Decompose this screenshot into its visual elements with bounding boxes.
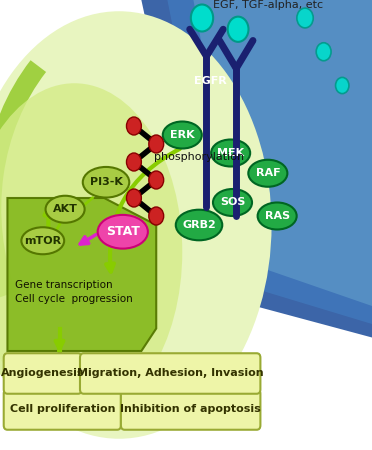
Text: ERK: ERK — [170, 130, 195, 140]
Text: GRB2: GRB2 — [182, 220, 216, 230]
Text: Cell proliferation: Cell proliferation — [10, 405, 115, 414]
Text: RAF: RAF — [256, 168, 280, 178]
Circle shape — [126, 153, 141, 171]
FancyBboxPatch shape — [4, 389, 121, 430]
Ellipse shape — [248, 160, 287, 187]
Text: Inhibition of apoptosis: Inhibition of apoptosis — [120, 405, 261, 414]
Ellipse shape — [258, 202, 297, 230]
Circle shape — [126, 117, 141, 135]
Text: EGFR: EGFR — [194, 76, 227, 86]
Text: phosphorylation: phosphorylation — [154, 153, 244, 162]
Ellipse shape — [45, 196, 85, 223]
Text: SOS: SOS — [220, 198, 245, 207]
FancyBboxPatch shape — [80, 353, 260, 394]
Circle shape — [191, 4, 213, 32]
Ellipse shape — [22, 227, 64, 254]
Text: RAS: RAS — [264, 211, 290, 221]
Circle shape — [126, 189, 141, 207]
Ellipse shape — [0, 83, 182, 421]
FancyBboxPatch shape — [4, 353, 82, 394]
Text: STAT: STAT — [106, 225, 140, 238]
Ellipse shape — [163, 122, 202, 148]
Text: Angiogenesis: Angiogenesis — [1, 369, 84, 378]
Ellipse shape — [97, 215, 148, 248]
Circle shape — [149, 171, 164, 189]
Circle shape — [228, 17, 248, 42]
Circle shape — [297, 8, 313, 28]
Circle shape — [149, 135, 164, 153]
Circle shape — [316, 43, 331, 61]
PathPatch shape — [141, 0, 372, 338]
Ellipse shape — [0, 11, 272, 439]
Circle shape — [149, 207, 164, 225]
Ellipse shape — [176, 210, 222, 240]
Text: PI3-K: PI3-K — [90, 177, 122, 187]
Text: mTOR: mTOR — [24, 236, 61, 246]
FancyBboxPatch shape — [121, 389, 260, 430]
Ellipse shape — [213, 189, 252, 216]
Text: Migration, Adhesion, Invasion: Migration, Adhesion, Invasion — [77, 369, 263, 378]
Text: Gene transcription
Cell cycle  progression: Gene transcription Cell cycle progressio… — [15, 280, 133, 305]
Text: EGF, TGF-alpha, etc: EGF, TGF-alpha, etc — [213, 0, 323, 9]
PathPatch shape — [167, 0, 372, 324]
Text: AKT: AKT — [53, 204, 77, 214]
Ellipse shape — [211, 140, 250, 166]
PathPatch shape — [7, 198, 156, 351]
Text: MEK: MEK — [217, 148, 244, 158]
Circle shape — [336, 77, 349, 94]
Ellipse shape — [83, 167, 129, 198]
PathPatch shape — [193, 0, 372, 306]
